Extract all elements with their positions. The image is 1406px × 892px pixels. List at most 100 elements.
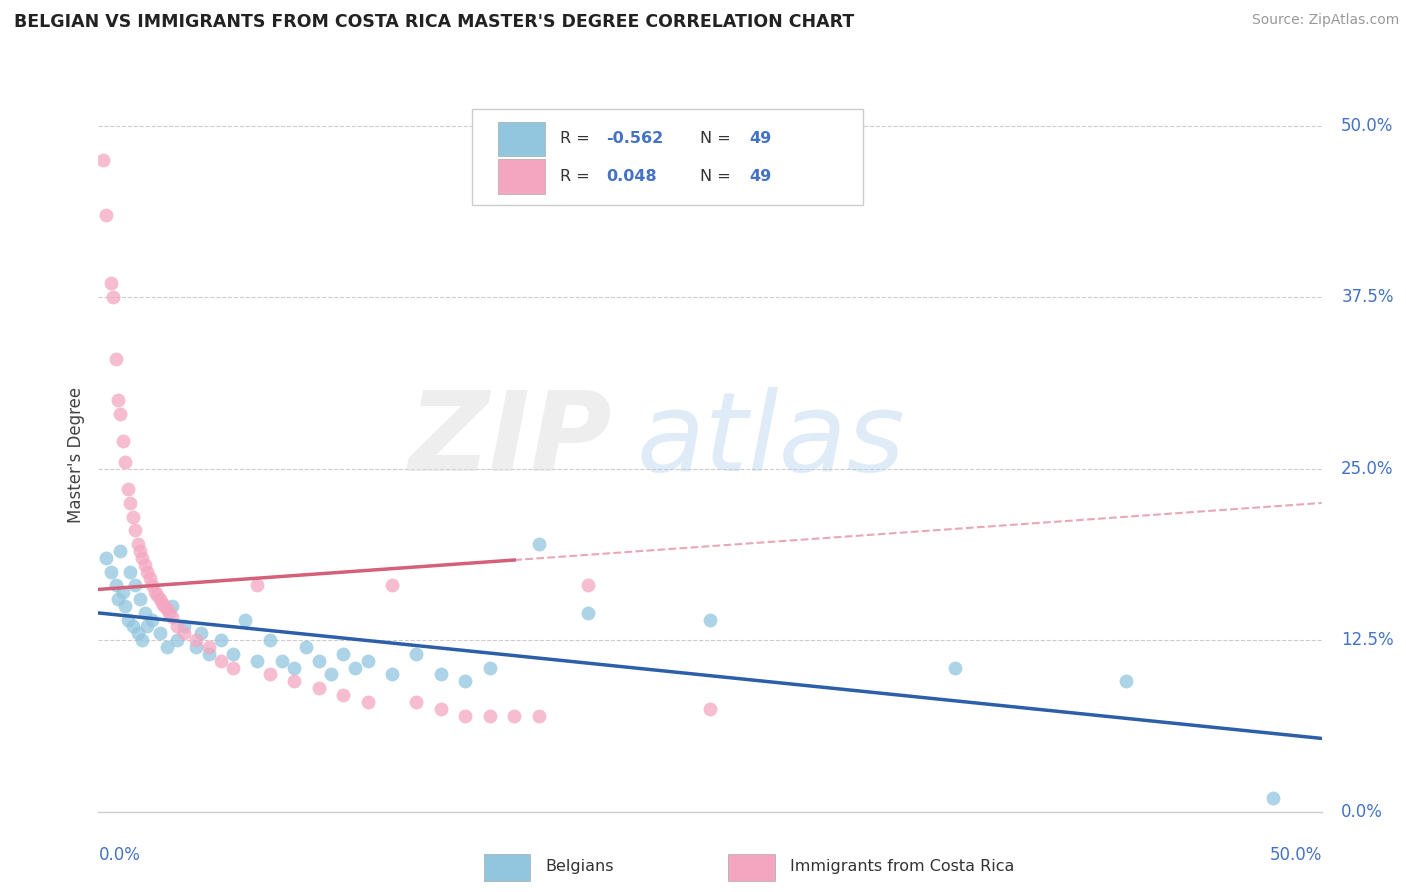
Text: 49: 49	[749, 169, 772, 184]
Point	[943, 660, 966, 674]
Text: ZIP: ZIP	[409, 387, 612, 494]
Point	[160, 610, 183, 624]
Point	[134, 606, 156, 620]
Text: 37.5%: 37.5%	[1341, 288, 1393, 306]
Point	[121, 619, 143, 633]
Point	[120, 496, 142, 510]
Point	[699, 702, 721, 716]
Bar	[498, 160, 546, 194]
Point	[149, 626, 172, 640]
Point	[166, 633, 188, 648]
Y-axis label: Master's Degree: Master's Degree	[67, 387, 86, 523]
Point	[150, 596, 173, 610]
Point	[104, 351, 127, 366]
Point	[356, 695, 378, 709]
Point	[107, 592, 129, 607]
Point	[295, 640, 318, 654]
Point	[124, 578, 146, 592]
Point	[117, 613, 139, 627]
Point	[356, 654, 378, 668]
Point	[166, 619, 188, 633]
Text: N =: N =	[700, 169, 737, 184]
Point	[209, 633, 232, 648]
Text: -0.562: -0.562	[606, 131, 664, 146]
Point	[576, 606, 599, 620]
Text: 0.0%: 0.0%	[98, 846, 141, 864]
Point	[141, 578, 163, 592]
Point	[100, 565, 122, 579]
Point	[101, 290, 124, 304]
Point	[139, 571, 162, 585]
Point	[308, 654, 330, 668]
Point	[233, 613, 256, 627]
Point	[283, 660, 305, 674]
Point	[699, 613, 721, 627]
Point	[259, 633, 281, 648]
Bar	[728, 854, 775, 881]
Text: 50.0%: 50.0%	[1341, 117, 1393, 135]
Point	[332, 647, 354, 661]
Point	[129, 592, 152, 607]
Text: 25.0%: 25.0%	[1341, 459, 1393, 477]
Point	[111, 585, 134, 599]
Point	[1261, 791, 1284, 805]
Point	[503, 708, 526, 723]
Point	[157, 606, 180, 620]
Point	[283, 674, 305, 689]
Point	[146, 588, 169, 602]
Text: Source: ZipAtlas.com: Source: ZipAtlas.com	[1251, 13, 1399, 28]
Point	[186, 640, 208, 654]
Point	[190, 626, 212, 640]
Point	[141, 613, 163, 627]
Point	[246, 578, 269, 592]
Point	[110, 407, 132, 421]
Text: 0.048: 0.048	[606, 169, 657, 184]
Point	[259, 667, 281, 681]
Point	[478, 660, 501, 674]
Point	[197, 640, 219, 654]
Point	[114, 599, 136, 613]
Point	[127, 626, 149, 640]
Point	[136, 619, 159, 633]
Point	[129, 544, 152, 558]
Point	[478, 708, 501, 723]
Point	[381, 667, 404, 681]
Point	[143, 585, 166, 599]
Text: 50.0%: 50.0%	[1270, 846, 1322, 864]
Point	[131, 633, 153, 648]
Point	[527, 537, 550, 551]
Point	[114, 455, 136, 469]
Point	[117, 482, 139, 496]
Point	[173, 619, 195, 633]
Point	[127, 537, 149, 551]
Point	[405, 647, 427, 661]
Point	[344, 660, 367, 674]
Bar	[484, 854, 530, 881]
Bar	[498, 121, 546, 156]
Text: Belgians: Belgians	[546, 859, 613, 874]
Point	[270, 654, 294, 668]
Point	[110, 544, 132, 558]
Point	[94, 550, 117, 565]
Point	[246, 654, 269, 668]
Text: 12.5%: 12.5%	[1341, 632, 1393, 649]
Point	[156, 601, 179, 615]
Point	[173, 626, 195, 640]
Point	[430, 702, 453, 716]
Point	[121, 509, 143, 524]
Point	[308, 681, 330, 696]
Text: 49: 49	[749, 131, 772, 146]
Point	[186, 633, 208, 648]
Point	[222, 660, 245, 674]
Point	[94, 208, 117, 222]
Point	[381, 578, 404, 592]
Point	[405, 695, 427, 709]
Point	[120, 565, 142, 579]
Point	[576, 578, 599, 592]
Text: Immigrants from Costa Rica: Immigrants from Costa Rica	[790, 859, 1014, 874]
Point	[197, 647, 219, 661]
Point	[136, 565, 159, 579]
Text: R =: R =	[560, 169, 595, 184]
Point	[100, 277, 122, 291]
Point	[153, 599, 176, 613]
